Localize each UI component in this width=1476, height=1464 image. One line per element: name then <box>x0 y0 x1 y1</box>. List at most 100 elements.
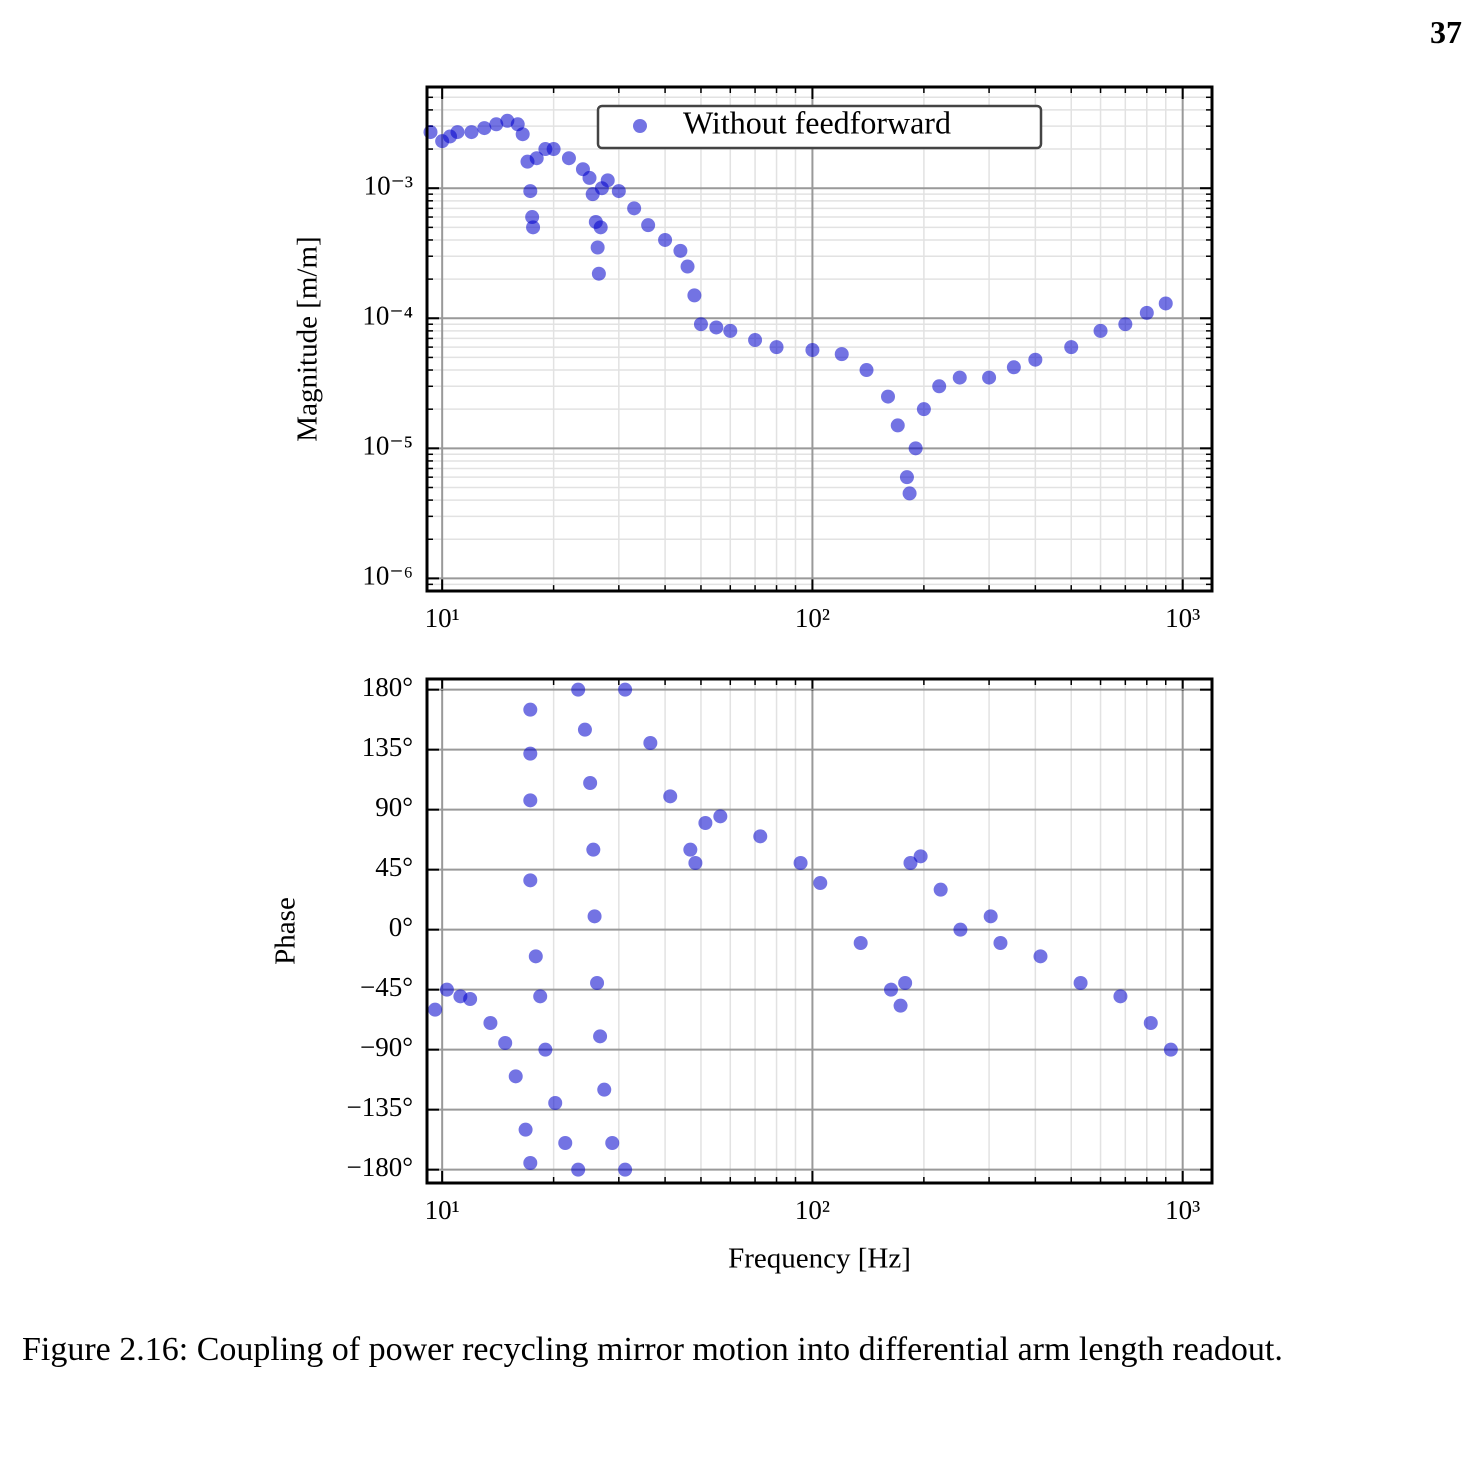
point <box>533 989 548 1004</box>
point <box>600 173 615 188</box>
y-tick-label: −90° <box>360 1032 413 1062</box>
point <box>590 976 605 990</box>
plot-frame <box>425 677 1214 1185</box>
x-tick-label: 10² <box>795 1195 830 1225</box>
y-tick-label: −45° <box>360 972 413 1002</box>
point <box>428 1002 443 1017</box>
point <box>577 722 592 737</box>
point <box>1006 360 1021 375</box>
point <box>526 220 541 235</box>
point <box>627 201 642 216</box>
point <box>439 982 454 997</box>
point <box>1033 949 1048 964</box>
point <box>1093 323 1108 338</box>
x-tick-label: 10³ <box>1165 1195 1200 1225</box>
point <box>558 1136 573 1150</box>
point <box>548 1096 563 1110</box>
point <box>834 347 849 362</box>
plot-frame <box>425 85 1214 593</box>
point <box>593 1029 608 1044</box>
point <box>933 882 948 897</box>
y-tick-label: 135° <box>362 732 413 762</box>
point <box>698 816 713 830</box>
y-tick-label: 45° <box>375 852 413 882</box>
point <box>1064 340 1079 355</box>
point <box>523 702 538 717</box>
point <box>916 402 931 417</box>
point <box>618 682 633 697</box>
point <box>523 1156 538 1170</box>
point <box>908 441 923 456</box>
point <box>591 266 606 281</box>
point <box>893 998 908 1013</box>
point <box>890 418 905 433</box>
point <box>463 992 478 1006</box>
point <box>523 184 538 199</box>
point <box>983 909 998 924</box>
y-tick-label: 180° <box>362 672 413 702</box>
point <box>1158 296 1173 311</box>
point <box>853 936 868 950</box>
point <box>571 682 586 697</box>
caption: Figure 2.16: Coupling of power recycling… <box>22 1331 1283 1368</box>
y-tick-label: 10⁻³ <box>364 170 413 200</box>
point <box>1163 1042 1178 1057</box>
point <box>709 320 724 335</box>
x-tick-label: 10³ <box>1165 603 1200 633</box>
point <box>489 117 504 132</box>
legend-box <box>596 104 1043 150</box>
point <box>663 789 678 804</box>
y-axis-label: Magnitude [m/m] <box>292 236 324 441</box>
point <box>583 776 598 790</box>
point <box>643 736 658 750</box>
point <box>597 1082 612 1097</box>
y-tick-label: 10⁻⁴ <box>362 300 413 330</box>
point <box>982 370 997 385</box>
point <box>805 343 820 358</box>
y-tick-label: 0° <box>389 912 413 942</box>
y-tick-label: −135° <box>346 1092 413 1122</box>
point <box>450 125 465 140</box>
point <box>898 976 913 990</box>
point <box>582 170 597 185</box>
point <box>903 856 918 870</box>
point <box>688 856 703 870</box>
x-tick-label: 10² <box>795 603 830 633</box>
y-tick-label: 10⁻⁶ <box>362 561 413 591</box>
point <box>1113 989 1128 1004</box>
point <box>1028 352 1043 367</box>
point <box>713 809 728 824</box>
point <box>769 340 784 355</box>
point <box>523 873 538 888</box>
y-tick-label: 90° <box>375 792 413 822</box>
point <box>641 218 656 233</box>
y-tick-label: 10⁻⁵ <box>362 431 413 461</box>
point <box>518 1122 533 1137</box>
x-tick-label: 10¹ <box>425 603 460 633</box>
point <box>1143 1016 1158 1030</box>
point <box>680 259 695 274</box>
point <box>753 829 768 844</box>
point <box>611 184 626 199</box>
point <box>748 333 763 348</box>
point <box>508 1069 523 1084</box>
point <box>528 949 543 964</box>
point <box>523 746 538 761</box>
point <box>523 793 538 808</box>
point <box>953 922 968 937</box>
point <box>723 323 738 338</box>
point <box>618 1162 633 1177</box>
point <box>464 125 479 140</box>
point <box>571 1162 586 1177</box>
point <box>793 856 808 870</box>
point <box>1118 317 1133 332</box>
point <box>546 142 561 157</box>
point <box>932 379 947 394</box>
point <box>658 232 673 247</box>
point <box>477 121 492 136</box>
point <box>902 486 917 501</box>
point <box>993 936 1008 950</box>
point <box>683 842 698 857</box>
point <box>593 220 608 235</box>
point <box>586 842 601 857</box>
